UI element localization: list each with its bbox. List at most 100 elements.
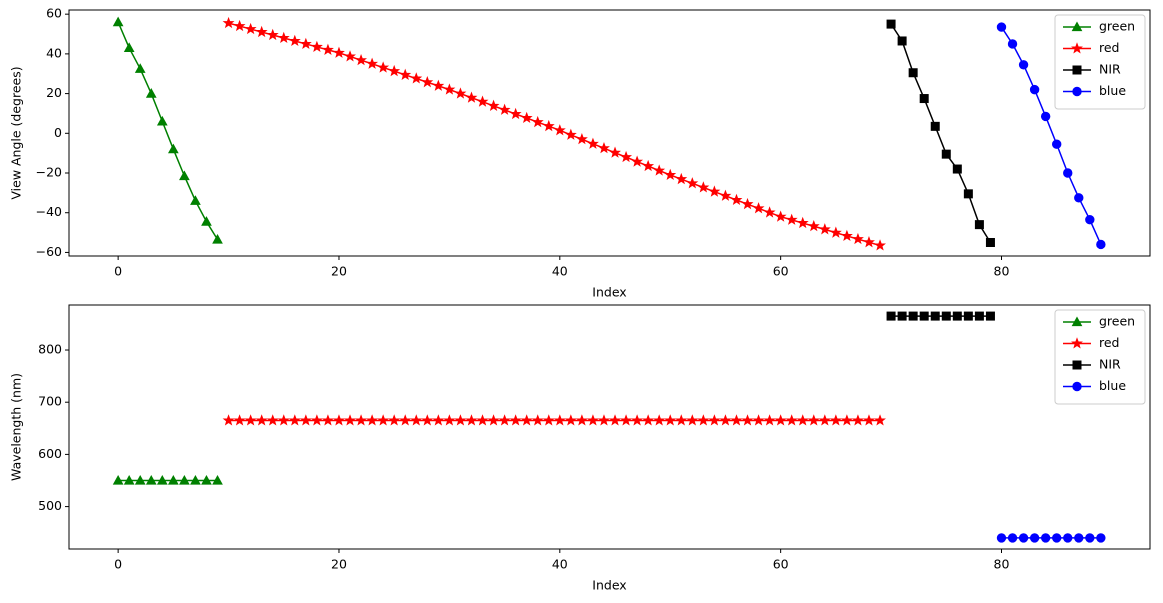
marker [112, 474, 124, 485]
x-tick-label: 0 [114, 557, 122, 572]
marker [874, 414, 886, 426]
marker [410, 72, 423, 84]
marker [774, 414, 787, 426]
marker [520, 111, 533, 124]
x-tick-label: 40 [552, 264, 568, 279]
legend: green red NIR blue [1054, 14, 1146, 110]
marker [631, 414, 644, 426]
marker [277, 414, 290, 426]
marker [708, 414, 721, 426]
marker [255, 414, 268, 426]
marker [179, 474, 190, 485]
marker [818, 414, 831, 426]
marker [996, 533, 1007, 543]
marker [377, 61, 390, 73]
marker [388, 64, 401, 77]
marker [1018, 60, 1029, 70]
marker [1040, 533, 1051, 543]
marker [575, 133, 588, 145]
marker [697, 414, 710, 426]
marker [123, 474, 135, 485]
marker [941, 149, 951, 159]
series-line [228, 22, 881, 247]
marker [321, 414, 334, 426]
legend-label: green [1099, 314, 1135, 329]
legend-label: blue [1099, 378, 1126, 393]
marker [1085, 533, 1095, 543]
marker [609, 146, 621, 158]
marker [167, 474, 179, 485]
marker [963, 311, 973, 321]
marker [399, 414, 412, 426]
marker [520, 414, 533, 426]
marker [553, 124, 566, 136]
marker [443, 83, 456, 95]
marker [266, 28, 279, 41]
marker [664, 414, 677, 426]
series-line [1000, 26, 1102, 245]
marker [919, 94, 929, 104]
marker [886, 311, 896, 321]
marker [498, 103, 511, 115]
marker [719, 189, 732, 201]
subplot: 0 20 40 60 80 500 600 700 800 Index Wavelength (nm… [9, 304, 1151, 593]
marker [1051, 533, 1062, 543]
marker [796, 216, 809, 229]
marker [874, 239, 886, 251]
marker [1072, 360, 1082, 370]
marker [863, 236, 875, 248]
marker [322, 43, 334, 55]
y-tick-label: 60 [46, 6, 62, 21]
marker [919, 311, 929, 321]
marker [1029, 84, 1040, 95]
y-tick-label: 500 [38, 498, 62, 513]
y-tick-label: −60 [36, 244, 62, 259]
marker [1096, 533, 1106, 543]
marker [465, 414, 478, 426]
marker [145, 474, 157, 485]
marker [531, 115, 544, 128]
marker [355, 53, 367, 66]
marker [963, 189, 973, 199]
marker [333, 414, 345, 426]
marker [642, 414, 655, 426]
marker [829, 414, 842, 426]
marker [763, 206, 776, 218]
marker [123, 42, 135, 53]
marker [575, 414, 588, 426]
marker [310, 40, 323, 52]
marker [212, 233, 223, 244]
marker [299, 414, 312, 426]
marker [708, 185, 721, 197]
y-axis-label: Wavelength (nm) [9, 373, 24, 481]
marker [244, 22, 257, 35]
marker [908, 68, 918, 78]
marker [542, 119, 555, 132]
marker [366, 57, 379, 69]
legend-label: red [1099, 40, 1120, 55]
marker [190, 474, 201, 485]
marker [421, 76, 434, 88]
y-tick-label: −20 [36, 165, 62, 180]
marker [233, 414, 246, 426]
marker [785, 213, 798, 225]
marker [752, 414, 765, 426]
marker [996, 22, 1007, 32]
marker [840, 229, 853, 241]
marker [1071, 316, 1083, 327]
marker [454, 87, 467, 99]
marker [897, 311, 907, 321]
marker [355, 414, 367, 426]
marker [1085, 214, 1095, 225]
legend-label: green [1099, 19, 1135, 34]
marker [167, 143, 179, 154]
marker [840, 414, 853, 426]
marker [288, 414, 301, 426]
marker [1071, 42, 1083, 54]
marker [542, 414, 555, 426]
marker [807, 414, 820, 426]
marker [179, 170, 190, 181]
legend-box [1054, 14, 1146, 110]
x-tick-label: 0 [114, 264, 122, 279]
marker [620, 414, 633, 426]
